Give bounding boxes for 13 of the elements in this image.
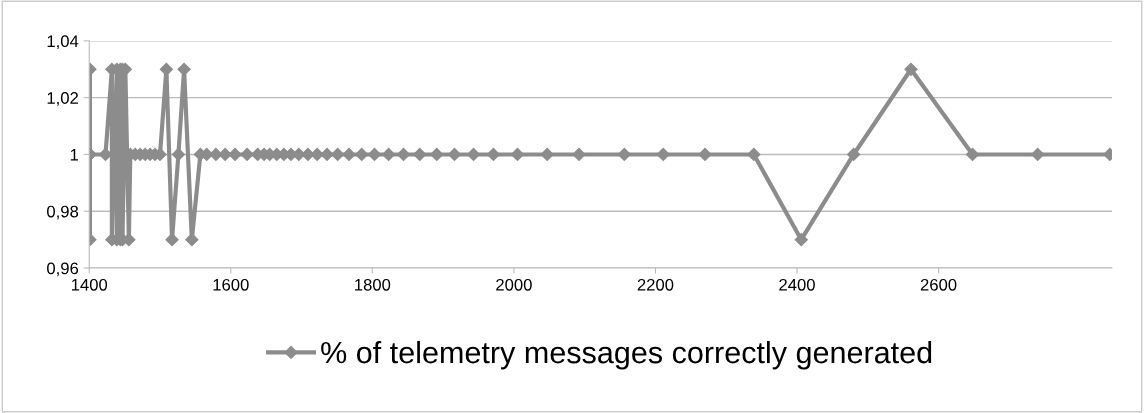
x-tick-label: 1400 <box>71 278 108 291</box>
y-tick-label: 1,04 <box>47 35 79 50</box>
y-tick-label: 1,02 <box>47 92 78 106</box>
y-tick-label: 1 <box>70 149 78 161</box>
x-tick-label: 2200 <box>637 278 674 291</box>
x-tick-label: 1600 <box>213 278 249 291</box>
x-tick-label: 2400 <box>779 278 815 291</box>
x-tick-label: 2000 <box>496 278 532 291</box>
x-tick-label: 2600 <box>920 278 957 291</box>
x-tick-label: 1800 <box>355 278 391 291</box>
legend-label: % of telemetry messages correctly generated <box>321 340 932 370</box>
y-tick-label: 0,96 <box>47 262 79 277</box>
y-tick-label: 0,98 <box>47 205 79 220</box>
